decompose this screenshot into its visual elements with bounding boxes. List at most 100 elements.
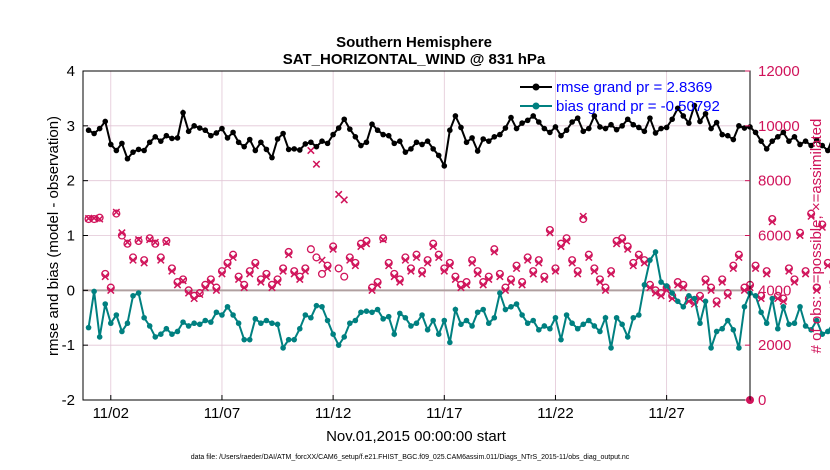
obs-assimilated-point (801, 270, 810, 278)
rmse-point (391, 140, 398, 147)
rmse-point (802, 138, 809, 144)
obs-assimilated-point (234, 275, 243, 284)
obs-assimilated-point (195, 290, 204, 299)
obs-assimilated-point (157, 256, 165, 264)
obs-assimilated-point (718, 278, 726, 286)
rmse-point (352, 134, 359, 140)
rmse-point (480, 136, 487, 142)
obs-assimilated-point (740, 286, 749, 295)
bias-point (808, 327, 814, 333)
obs-assimilated-point (229, 253, 237, 262)
obs-assimilated-point (596, 278, 604, 286)
bias-point (813, 317, 820, 324)
obs-assimilated-point (423, 259, 432, 267)
y2-tick-label: 2000 (758, 337, 791, 354)
obs-assimilated-point (501, 286, 510, 295)
rmse-point (174, 135, 181, 141)
rmse-point (380, 131, 386, 138)
bias-point (480, 306, 487, 313)
bias-point (636, 312, 642, 318)
rmse-point (196, 125, 203, 131)
bias-point (424, 327, 431, 333)
y-tick-label: 4 (67, 63, 75, 80)
rmse-point (691, 102, 698, 109)
obs-assimilated-point (807, 212, 815, 221)
bias-point (335, 342, 342, 348)
rmse-point (163, 132, 170, 139)
obs-possible-point (84, 215, 93, 224)
bias-point (586, 317, 592, 324)
obs-assimilated-point (529, 270, 537, 278)
rmse-point (358, 142, 364, 149)
rmse-point (335, 125, 342, 131)
obs-assimilated-point (140, 259, 148, 267)
y-tick-label: 0 (67, 282, 75, 299)
bias-point (630, 314, 637, 321)
x-tick-label: 11/17 (426, 405, 462, 422)
rmse-point (602, 125, 609, 132)
obs-assimilated-point (640, 259, 649, 267)
bias-point (752, 293, 759, 299)
x-tick-label: 11/12 (315, 405, 351, 422)
rmse-point (780, 129, 787, 136)
x-tick-label: 11/07 (204, 405, 240, 422)
obs-assimilated-point (790, 278, 799, 286)
rmse-point (213, 130, 220, 136)
rmse-point (630, 121, 637, 128)
obs-possible-point (340, 272, 349, 281)
obs-assimilated-point (774, 294, 782, 303)
rmse-point (758, 138, 764, 144)
bias-point (308, 314, 314, 321)
bias-point (313, 302, 320, 309)
rmse-point (397, 138, 403, 144)
bias-point (291, 336, 298, 343)
rmse-point (763, 146, 770, 152)
bias-point (397, 310, 403, 317)
rmse-point (263, 146, 270, 153)
obs-assimilated-point (473, 270, 482, 278)
bias-point (580, 321, 587, 328)
obs-assimilated-point (218, 270, 226, 278)
bias-point (258, 320, 264, 327)
bias-point (591, 323, 598, 329)
rmse-point (124, 155, 131, 162)
bias-point (608, 345, 614, 351)
rmse-point (102, 118, 109, 125)
obs-assimilated-point (429, 242, 437, 251)
obs-possible-point (145, 234, 154, 243)
bias-point (263, 317, 270, 324)
bias-point (441, 317, 448, 324)
bias-point (185, 323, 192, 329)
bias-point (296, 325, 303, 332)
bias-point (602, 314, 609, 321)
rmse-point (330, 131, 336, 138)
rmse-point (296, 147, 303, 153)
y2-tick-label: 8000 (758, 173, 791, 190)
obs-assimilated-point (490, 248, 499, 256)
rmse-point (597, 124, 603, 130)
legend-rmse-label: rmse grand pr = 2.8369 (556, 79, 712, 96)
rmse-point (130, 149, 136, 155)
y2-tick-label: 12000 (758, 63, 800, 80)
obs-assimilated-point (601, 286, 610, 295)
rmse-point (169, 135, 175, 142)
obs-assimilated-point (573, 270, 582, 278)
bias-point (574, 325, 581, 332)
bias-point (730, 327, 737, 333)
bias-point (380, 316, 386, 322)
rmse-line (88, 102, 830, 169)
rmse-point (502, 125, 509, 131)
rmse-point (797, 141, 803, 148)
rmse-point (258, 139, 264, 146)
bias-point (708, 345, 714, 351)
rmse-point (485, 138, 492, 144)
obs-assimilated-point (535, 259, 543, 267)
y-tick-label: -2 (62, 392, 75, 409)
rmse-point (786, 138, 792, 144)
bias-point (324, 317, 331, 324)
rmse-point (424, 138, 431, 144)
x-tick-label: 11/22 (537, 405, 573, 422)
obs-assimilated-point (629, 261, 638, 270)
obs-assimilated-point (284, 250, 293, 259)
bias-point (802, 323, 809, 329)
